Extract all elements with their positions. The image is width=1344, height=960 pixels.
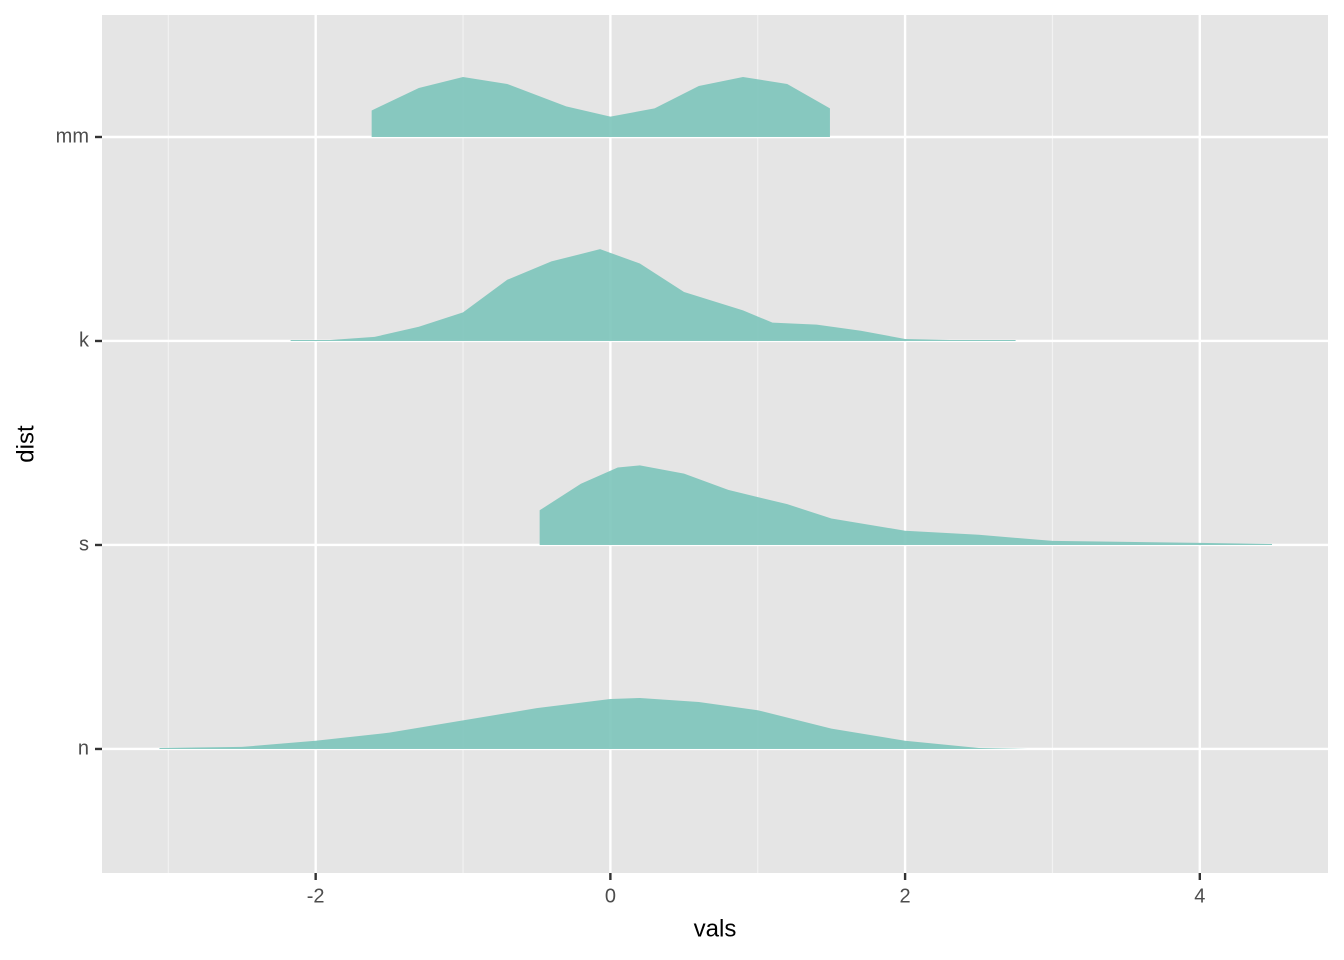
x-tick-label: 4 — [1194, 885, 1205, 907]
y-axis-title: dist — [12, 425, 39, 463]
x-tick-label: 2 — [900, 885, 911, 907]
y-tick-label: mm — [56, 125, 89, 147]
density-ridge — [290, 249, 1016, 341]
x-tick-label: 0 — [605, 885, 616, 907]
x-axis-title: vals — [694, 915, 737, 942]
y-tick-label: s — [79, 533, 89, 555]
density-ridge — [539, 465, 1273, 545]
density-ridge — [159, 697, 1028, 749]
y-tick-label: k — [79, 329, 90, 351]
y-tick-label: n — [78, 737, 89, 759]
density-ridge — [371, 77, 830, 137]
x-tick-label: -2 — [307, 885, 325, 907]
